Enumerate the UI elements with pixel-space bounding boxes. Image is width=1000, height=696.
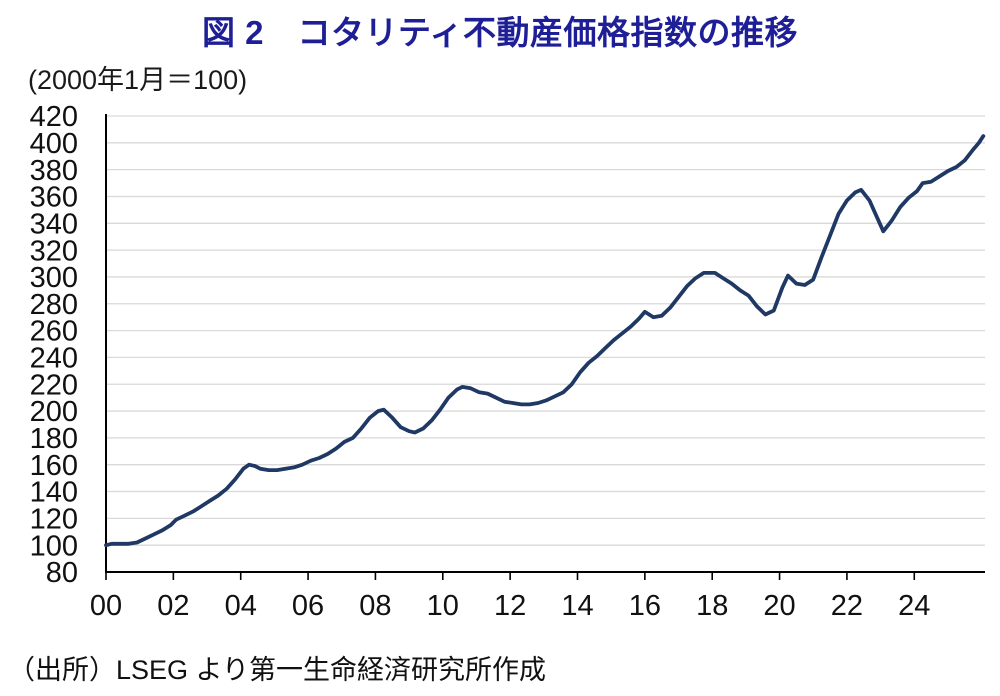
y-tick-label: 140 [30, 477, 78, 509]
y-tick-label: 260 [30, 316, 78, 348]
x-tick-label: 22 [831, 590, 863, 622]
y-tick-label: 400 [30, 128, 78, 160]
x-tick-label: 14 [561, 590, 593, 622]
x-tick-label: 00 [90, 590, 122, 622]
y-tick-label: 180 [30, 423, 78, 455]
x-tick-label: 04 [225, 590, 257, 622]
y-tick-label: 160 [30, 450, 78, 482]
y-tick-label: 320 [30, 235, 78, 267]
x-tick-label: 18 [696, 590, 728, 622]
x-tick-label: 24 [898, 590, 930, 622]
y-tick-label: 360 [30, 182, 78, 214]
y-tick-label: 300 [30, 262, 78, 294]
index-line [104, 134, 986, 548]
y-tick-label: 240 [30, 343, 78, 375]
price-index-line-chart: 8010012014016018020022024026028030032034… [30, 101, 986, 622]
source-note: （出所）LSEG より第一生命経済研究所作成 [8, 655, 546, 685]
x-tick-label: 10 [427, 590, 459, 622]
index-base-note: (2000年1月＝100) [28, 65, 248, 95]
y-tick-label: 80 [46, 557, 78, 589]
x-tick-label: 08 [359, 590, 391, 622]
y-tick-label: 200 [30, 396, 78, 428]
y-tick-label: 220 [30, 369, 78, 401]
y-tick-label: 340 [30, 208, 78, 240]
x-tick-label: 12 [494, 590, 526, 622]
x-tick-label: 20 [763, 590, 795, 622]
chart-title: 図 2 コタリティ不動産価格指数の推移 [201, 14, 799, 51]
y-tick-label: 380 [30, 155, 78, 187]
y-tick-label: 100 [30, 530, 78, 562]
y-tick-label: 420 [30, 101, 78, 133]
x-tick-label: 02 [157, 590, 189, 622]
x-tick-label: 06 [292, 590, 324, 622]
x-tick-label: 16 [629, 590, 661, 622]
y-tick-label: 280 [30, 289, 78, 321]
y-tick-label: 120 [30, 504, 78, 536]
